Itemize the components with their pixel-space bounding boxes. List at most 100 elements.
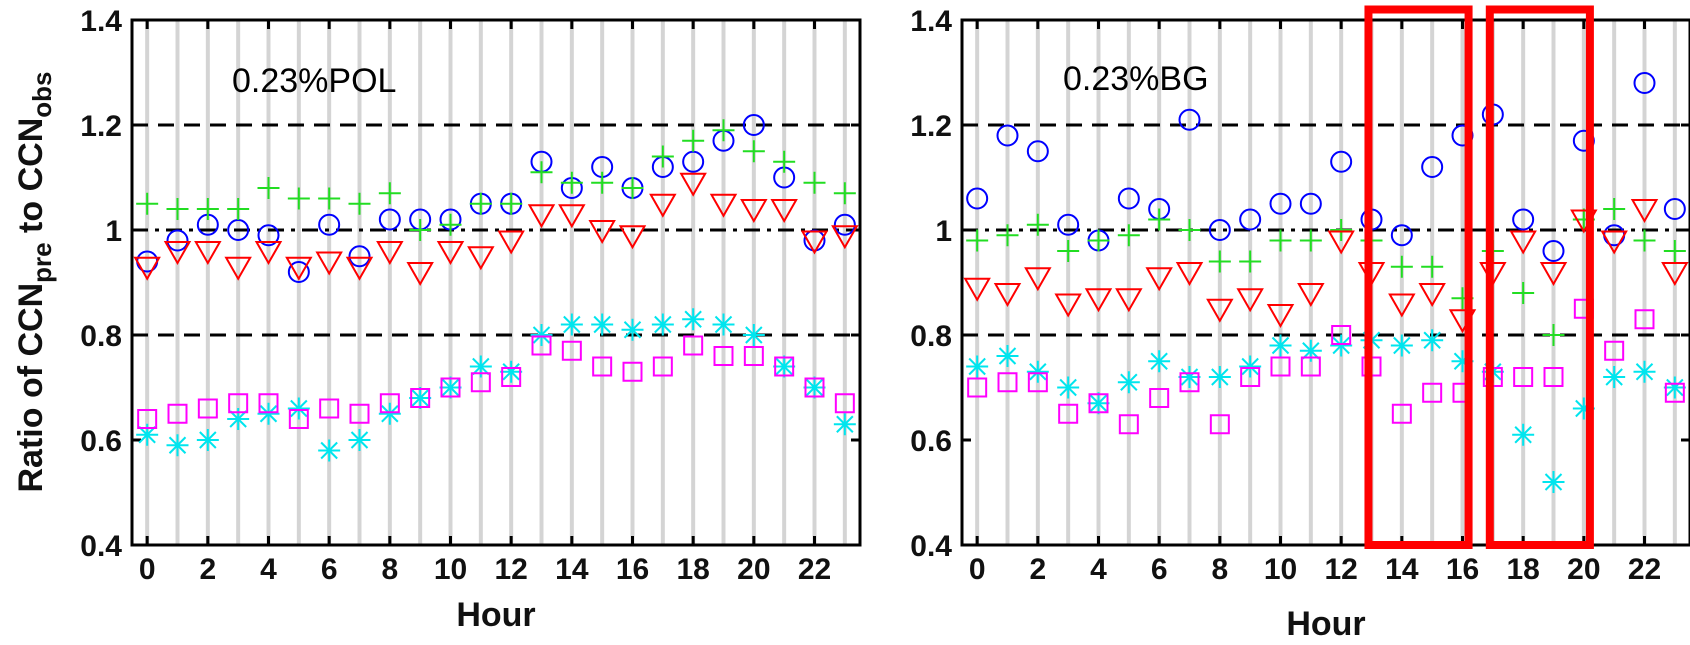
left-asterisk-point [651,313,674,336]
left-square-point [319,398,340,419]
left-square-point [561,340,582,361]
right-circle-point [1269,192,1292,215]
left-y-tick-label: 0.6 [80,425,122,458]
left-y-tick-label: 1 [105,215,122,248]
left-circle-point [257,224,280,247]
left-triangle-down-point [831,225,859,250]
right-asterisk-point [1572,397,1595,420]
right-plus-point [1663,240,1686,262]
left-square-point [592,356,613,377]
right-triangle-down-point [1236,288,1264,313]
right-y-tick-label: 1.2 [910,110,952,143]
left-asterisk-point [773,355,796,378]
right-square-point [1513,367,1534,387]
right-square-point [1391,403,1412,424]
right-x-tick-label: 12 [1324,553,1357,586]
left-plus-point [196,198,219,220]
right-asterisk-point [1117,371,1140,394]
right-plus-point [1148,208,1171,231]
left-x-tick-label: 16 [616,553,649,586]
right-square-point [1300,356,1321,377]
right-y-tick-label: 0.4 [910,530,952,563]
left-triangle-down-point [588,220,616,245]
left-x-tick-label: 0 [139,553,156,586]
left-square-point [258,393,279,414]
right-circle-point [1057,213,1080,236]
left-triangle-down-point [254,241,283,266]
left-y-tick-label: 1.2 [80,110,122,143]
left-triangle-down-point [497,230,525,255]
right-square-point [1240,367,1261,387]
left-x-tick-label: 18 [676,553,709,586]
left-asterisk-point [682,308,705,331]
left-circle-point [378,208,401,231]
left-triangle-down-point [618,225,647,250]
left-x-tick-label: 14 [555,553,589,586]
left-square-point [834,393,855,414]
right-square-point [1331,325,1352,345]
right-circle-point [1542,240,1565,262]
right-asterisk-point [1299,339,1322,362]
right-circle-point [1512,208,1535,231]
left-plus-point [712,119,735,142]
left-triangle-down-point [194,241,222,266]
right-triangle-down-point [1024,267,1052,292]
right-x-tick-label: 0 [969,553,986,586]
right-y-tick-label: 1 [935,215,952,248]
right-square-point [1149,388,1170,408]
right-asterisk-point [1026,360,1049,383]
left-circle-point [833,213,856,236]
left-panel: 0.23%POL Hour 0.4 0.6 0.8 1 1.2 1.4 0 2 4 6 8 10 12 1… [80,5,862,634]
left-square-point [652,356,673,377]
right-plus-point [1178,219,1201,241]
left-square-point [228,393,249,414]
right-plus-point [1269,229,1292,252]
right-plus-point [1057,240,1080,262]
left-panel-annotation: 0.23%POL [232,62,396,100]
right-asterisk-point [1603,366,1626,388]
left-asterisk-point [591,313,614,336]
left-asterisk-point [409,387,432,409]
left-plus-point [439,213,462,236]
left-plus-point [227,198,250,220]
left-triangle-down-point [649,193,677,218]
left-asterisk-point [166,434,189,457]
right-x-tick-label: 8 [1211,553,1228,586]
right-square-point [1088,393,1109,414]
left-square-point [501,367,522,387]
right-square-point [967,377,988,398]
left-plus-point [409,219,432,241]
right-triangle-down-point [1630,199,1659,224]
left-y-tick-label: 1.4 [80,5,122,38]
left-triangle-down-point [679,172,707,197]
left-triangle-down-point [558,204,586,229]
right-triangle-down-point [1539,262,1568,287]
right-plus-point [1330,219,1353,241]
right-circle-point [1026,140,1049,163]
right-square-point [997,372,1018,393]
right-x-tick-label: 2 [1029,553,1046,586]
right-plus-point [1208,250,1231,273]
left-triangle-down-point [740,199,768,224]
left-asterisk-point [803,376,826,399]
left-square-point [470,372,491,393]
right-x-tick-label: 16 [1446,553,1479,586]
left-series-square [137,335,855,429]
right-circle-point [1299,192,1322,215]
left-triangle-down-point [315,251,343,276]
right-highlight-box [1485,5,1594,549]
left-asterisk-point [227,408,250,430]
right-triangle-down-point [1661,262,1689,287]
left-plus-point [682,129,705,152]
right-circle-point [1663,198,1686,220]
right-y-tick-label: 0.8 [910,320,952,353]
left-triangle-down-point [709,193,738,218]
left-plus-point [378,182,401,205]
y-axis-label-sub-obs: obs [27,71,57,117]
right-square-point [1634,309,1655,330]
right-triangle-down-point [1175,262,1204,287]
right-triangle-down-point [1297,283,1325,308]
left-square-point [622,361,643,382]
right-panel: 0.23%BG Hour 0.4 0.6 0.8 1 1.2 1.4 0 2 4 6 8 10 12 14… [910,5,1690,643]
right-plus-point [1633,229,1656,252]
